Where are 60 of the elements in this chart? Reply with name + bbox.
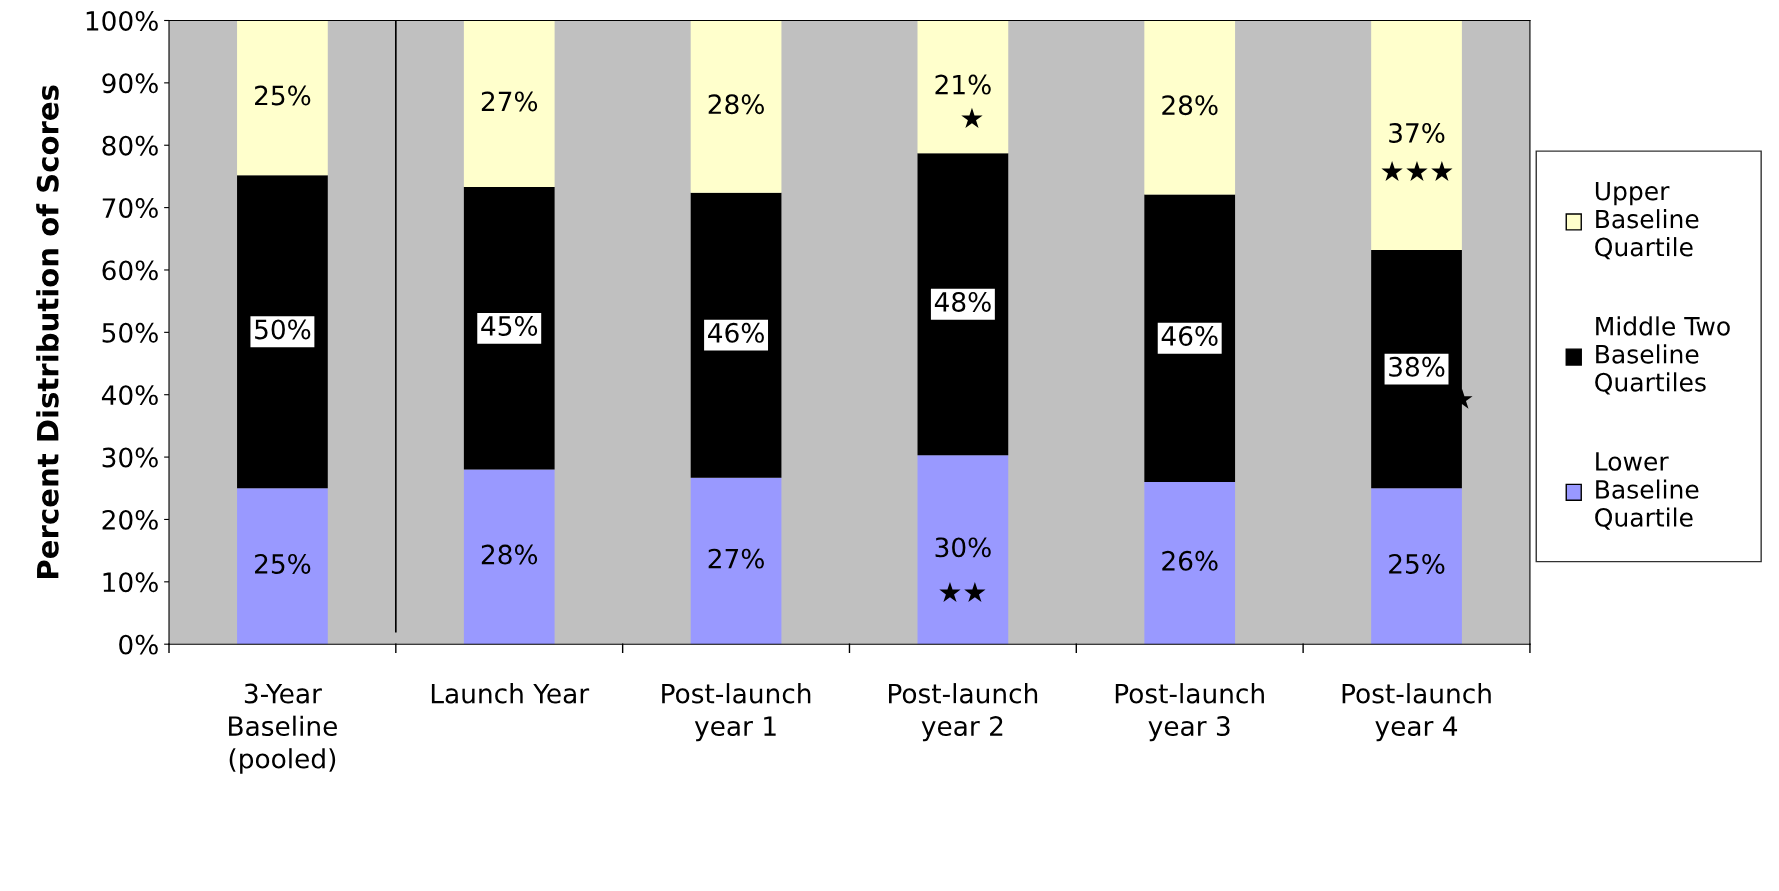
data-label: 45% [481,315,538,336]
data-label: 28% [708,94,764,115]
x-tick-label: Post-launch year 3 [1115,683,1264,742]
bar [917,153,1009,456]
data-label: 50% [255,319,311,340]
data-label: 27% [708,548,764,569]
bar [1371,20,1462,251]
bar [237,488,328,645]
bar [917,20,1009,154]
bar [1144,20,1236,195]
y-tick-label: 90% [102,73,158,94]
legend-label: Upper Baseline Quartile [1595,181,1699,260]
data-label: 25% [255,553,311,574]
x-tick-label: Post-launch year 4 [1342,683,1491,742]
data-label: 28% [1162,95,1218,116]
x-tick-label: Launch Year [431,683,590,704]
x-tick-label: Post-launch year 2 [889,683,1038,742]
y-axis-title: Percent Distribution of Scores [36,85,59,578]
bar [690,477,782,645]
y-tick-label: 70% [102,198,158,218]
bar [1371,488,1462,645]
data-label: 25% [255,85,311,106]
annotation: ★★★ [1381,160,1453,182]
legend-label: Middle Two Baseline Quartiles [1595,316,1730,395]
bar [463,469,555,645]
bar [917,455,1009,645]
data-label: 48% [934,291,991,312]
x-tick-label: Post-launch year 1 [662,683,811,742]
annotation: ★★ [939,581,986,603]
data-label: 28% [481,544,538,565]
data-label: 25% [1389,553,1445,574]
bar [237,20,328,176]
y-tick-label: 30% [102,447,158,468]
y-tick-label: 10% [103,572,158,593]
x-tick-label: 3-Year Baseline (pooled) [229,683,337,774]
y-tick-label: 80% [102,135,158,156]
bar [237,175,328,489]
bar [1371,250,1462,489]
y-tick-label: 40% [101,385,158,406]
data-label: 21% [935,74,991,95]
y-tick-label: 60% [102,260,158,281]
legend-label: Lower Baseline Quartile [1595,452,1699,530]
y-tick-label: 50% [102,322,158,343]
annotation: ★ [961,107,983,129]
bar [690,192,782,478]
bar [690,20,782,193]
bar [1144,482,1236,645]
data-label: 27% [481,91,538,112]
data-label: 46% [708,322,764,343]
bar [463,187,555,470]
data-label: 26% [1162,550,1218,571]
bar [1144,194,1236,483]
bar [463,20,555,188]
y-tick-label: 0% [119,634,158,655]
y-tick-label: 20% [102,509,158,530]
data-label: 38% [1389,356,1445,377]
y-tick-label: 100% [86,10,158,31]
data-label: 46% [1161,325,1218,346]
data-label: 37% [1389,122,1445,143]
data-label: 30% [935,537,991,558]
